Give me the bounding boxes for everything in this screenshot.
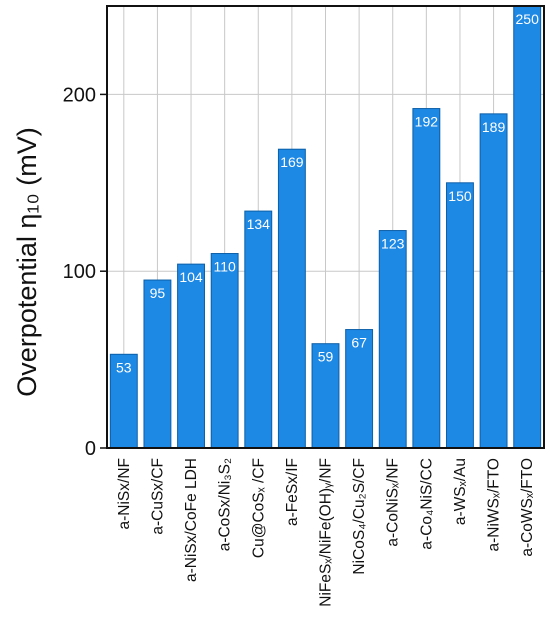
- bar-value-label: 134: [247, 216, 271, 232]
- y-tick-label: 200: [63, 84, 96, 106]
- x-category-label: NiFeSₓ/NiFe(OH)ᵧ/NF: [318, 458, 335, 607]
- y-tick-label: 100: [63, 261, 96, 283]
- bar-value-label: 169: [280, 154, 304, 170]
- bar: [177, 263, 205, 449]
- x-category-label: a-NiSx/CoFe LDH: [183, 458, 200, 582]
- bar: [412, 108, 441, 449]
- bar: [109, 353, 138, 449]
- bar: [513, 5, 542, 449]
- bar-value-label: 95: [150, 285, 166, 301]
- plot-frame: [106, 5, 545, 449]
- x-category-label: a-CoWSₓ/FTO: [519, 458, 536, 557]
- x-category-label: a-NiWSₓ/FTO: [486, 458, 503, 552]
- x-category-label: a-CoNiSₓ/NF: [385, 458, 402, 547]
- x-category-label: a-Co₄NiS/CC: [418, 458, 435, 550]
- bar-value-label: 150: [448, 188, 472, 204]
- x-category-label: a-FeSx/IF: [284, 458, 301, 526]
- x-axis-category-labels: a-NiSx/NF a-CuSx/CF a-NiSx/CoFe LDH a-CoSx/…: [116, 458, 536, 607]
- bar-value-label: 104: [179, 269, 203, 285]
- y-tick-label: 0: [85, 438, 96, 460]
- bar-value-label: 123: [381, 236, 405, 252]
- bar-value-label: 192: [415, 114, 439, 130]
- x-category-label: a-CoSx/Ni₃S₂: [217, 458, 234, 551]
- bar-value-label: 250: [516, 11, 540, 27]
- bar: [345, 329, 374, 449]
- bar: [143, 279, 172, 449]
- bar-value-label: 189: [482, 119, 506, 135]
- x-category-label: Cu@CoSₓ /CF: [250, 458, 267, 558]
- bar: [244, 210, 273, 449]
- bar: [446, 182, 474, 449]
- bar-value-label: 110: [213, 259, 236, 275]
- bars-layer: 53 95 104 110 134 169 59 67 123 192 150 189 250: [109, 5, 542, 449]
- x-category-label: NiCoS₄/Cu₂S/CF: [351, 458, 368, 575]
- bar: [210, 253, 239, 449]
- x-category-label: a-CuSx/CF: [149, 458, 166, 535]
- y-axis-label: Overpotential η₁₀ (mV): [12, 127, 42, 396]
- bar-value-label: 53: [116, 359, 132, 375]
- bar: [311, 343, 340, 449]
- bar: [277, 148, 306, 449]
- x-category-label: a-WSₓ/Au: [452, 458, 469, 525]
- y-axis-ticks: 0 100 200: [63, 84, 107, 460]
- bar: [378, 230, 407, 449]
- x-category-label: a-NiSx/NF: [116, 458, 133, 529]
- bar-value-label: 67: [351, 335, 367, 351]
- bar-value-label: 59: [318, 349, 334, 365]
- bar: [479, 113, 508, 449]
